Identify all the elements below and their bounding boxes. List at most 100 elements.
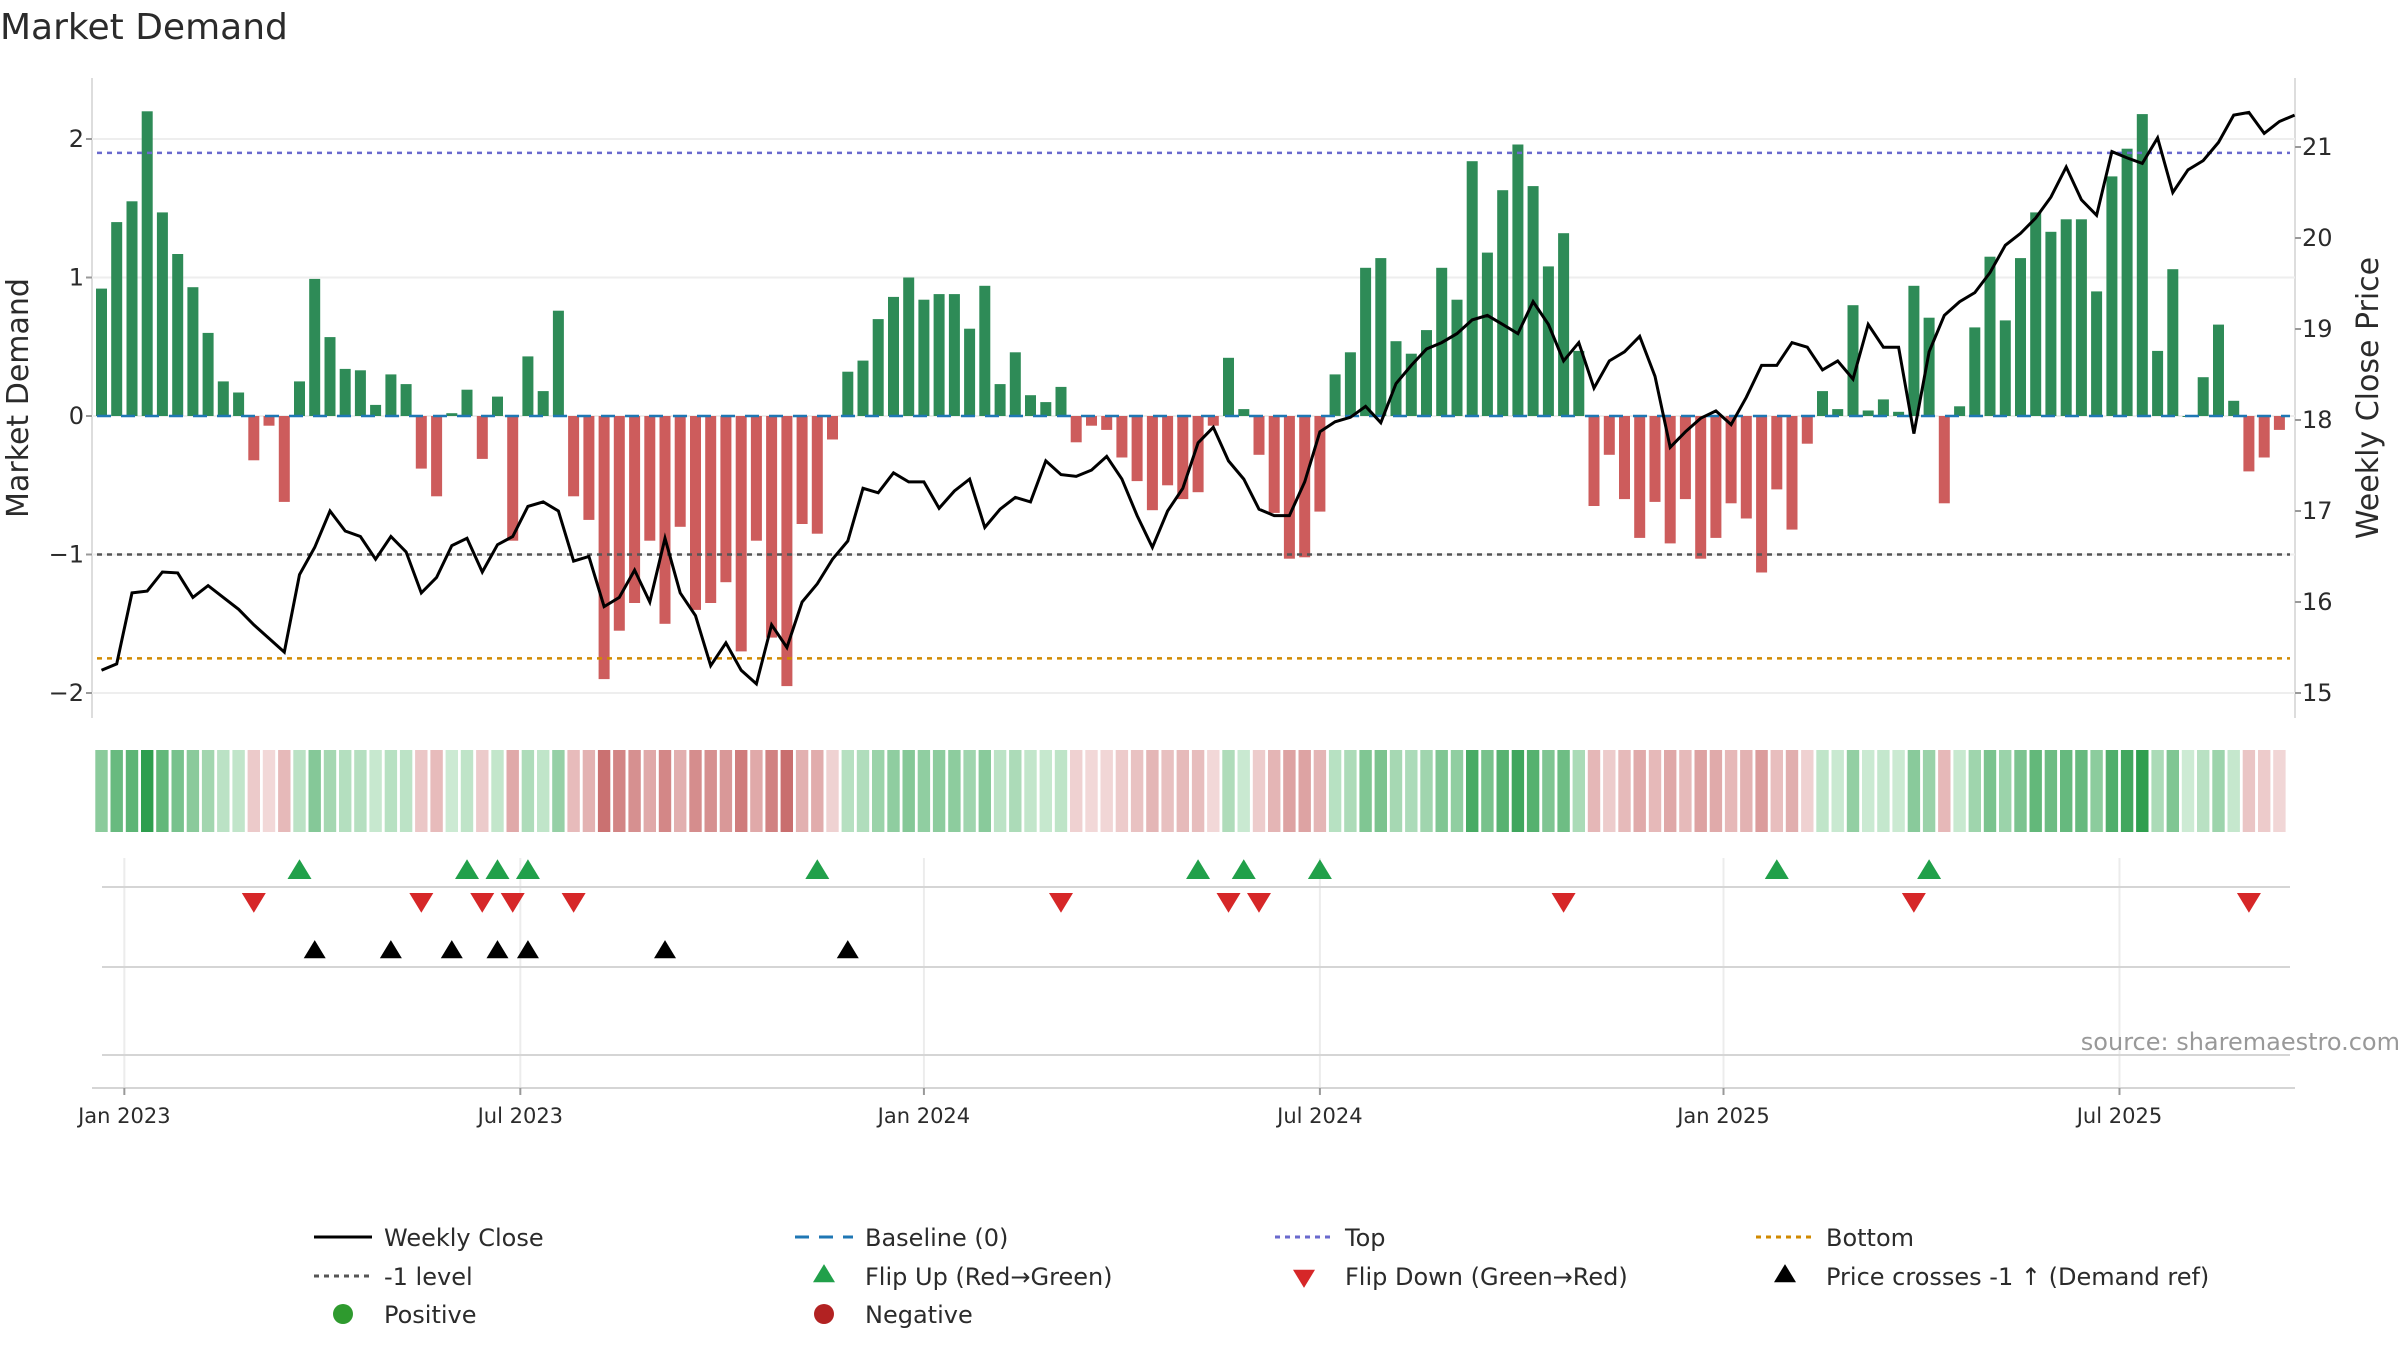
heat-cell [1618,750,1631,832]
heat-cell [1420,750,1433,832]
demand-bar [2045,231,2057,416]
demand-bar [2258,416,2270,458]
chart-title: Market Demand [0,7,288,48]
demand-bar [1923,317,1935,416]
heat-cell [1679,750,1692,832]
demand-bar [766,416,778,638]
legend-label: Positive [384,1301,477,1329]
heat-cell [902,750,915,832]
heat-cell [735,750,748,832]
heat-cell [1831,750,1844,832]
heat-cell [552,750,565,832]
heat-cell [171,750,184,832]
flip-up-marker [515,859,540,879]
demand-bar [172,254,184,416]
legend-label: Bottom [1826,1224,1914,1252]
flip-up-marker [1917,859,1942,879]
heat-cell [521,750,535,832]
weekly-close-line [100,110,2296,687]
demand-bar [1512,144,1524,416]
heat-cell [1816,750,1829,832]
heat-cell [993,750,1007,832]
heat-cell [1587,750,1601,832]
heat-cell [2151,750,2164,832]
heat-cell [1161,750,1174,832]
demand-bar [1801,416,1813,444]
demand-bar [248,416,260,461]
heat-cell [1450,750,1464,832]
flip-down-marker [1048,893,1073,913]
heat-cell [1664,750,1677,832]
demand-bar [903,277,915,416]
heat-cell [247,750,260,832]
y2-tick-label: 18 [2302,406,2333,434]
demand-bar [1344,352,1356,416]
demand-bar [1664,416,1676,544]
y-tick-label: −2 [49,679,84,707]
price-cross-markers [303,940,859,959]
demand-bar [400,384,412,416]
demand-bar [1025,395,1036,416]
heat-cell [1511,750,1525,832]
legend-item-top: Top [1275,1224,1386,1252]
heat-cell [1968,750,1981,832]
demand-bar [1497,190,1509,416]
demand-bar [827,416,838,440]
heat-cell [1603,750,1616,832]
demand-bar [2152,350,2164,416]
demand-bar [720,416,732,583]
flip-up-markers [287,859,1942,879]
demand-bar [1238,409,1250,416]
heat-cell [1374,750,1387,832]
heat-cell [780,750,793,832]
y-tick-label: 1 [69,264,84,292]
demand-bar [1421,330,1432,416]
left-y-ticks: 2 1 0 −1 −2 [49,125,92,707]
y-axis-label: Market Demand [1,278,36,518]
heat-cell [1207,750,1220,832]
heat-cell [1892,750,1905,832]
demand-bar [2060,219,2072,416]
y-tick-label: −1 [49,541,84,569]
heat-cell [978,750,991,832]
demand-bar [1999,320,2011,416]
flip-down-marker [409,893,434,913]
demand-bar [126,201,138,416]
heat-cell [1557,750,1570,832]
heat-cell [2090,750,2103,832]
demand-bar [1360,267,1372,416]
demand-bar [1131,416,1143,482]
y2-tick-label: 20 [2302,224,2333,252]
demand-bar [796,416,808,524]
y-tick-label: 2 [69,125,84,153]
demand-bar [324,337,336,416]
flip-up-marker [1764,859,1789,879]
demand-bar [994,384,1006,416]
heat-cell [795,750,809,832]
x-tick-label: Jan 2025 [1675,1104,1770,1128]
demand-bar [1283,416,1295,559]
heat-cell [1344,750,1357,832]
heat-cell [308,750,321,832]
demand-bar [1710,416,1722,538]
price-cross-marker [836,940,859,959]
heat-cell [963,750,976,832]
heat-cell [2136,750,2149,832]
heat-cell [1633,750,1646,832]
heat-cell [1009,750,1022,832]
demand-bar [370,404,382,416]
heat-cell [2105,750,2119,832]
demand-bar [674,416,686,527]
heat-cell [1999,750,2012,832]
demand-bar [2228,400,2240,416]
demand-bar [1969,327,1981,416]
heat-cell [613,750,626,832]
heat-cell [1953,750,1966,832]
legend-label: Flip Up (Red→Green) [865,1263,1113,1291]
heat-cell [293,750,306,832]
heat-cell [537,750,550,832]
heat-cell [2242,750,2256,832]
demand-bar [522,356,534,416]
heat-cell [658,750,672,832]
